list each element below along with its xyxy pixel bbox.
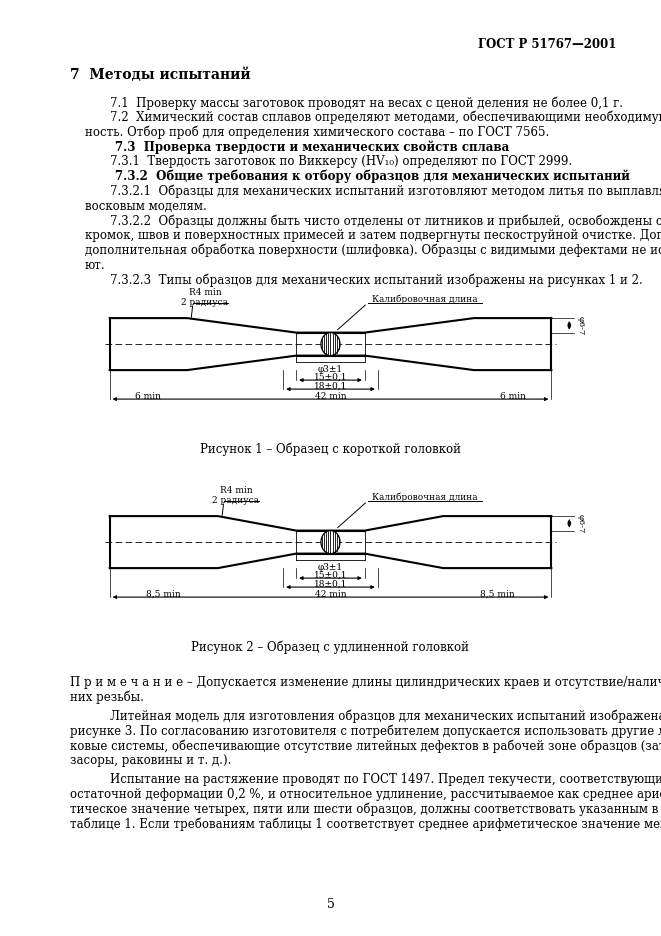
Text: 18±0,1: 18±0,1	[314, 580, 347, 589]
Text: φ6-7: φ6-7	[576, 315, 584, 335]
Text: R4 min
2 радиуса: R4 min 2 радиуса	[212, 486, 259, 505]
Text: 7.3.2.3  Типы образцов для механических испытаний изображены на рисунках 1 и 2.: 7.3.2.3 Типы образцов для механических и…	[110, 273, 642, 287]
Text: ют.: ют.	[85, 258, 106, 271]
Text: 42 min: 42 min	[315, 590, 346, 599]
Text: 8,5 min: 8,5 min	[480, 590, 514, 599]
Text: 7.3.2  Общие требования к отбору образцов для механических испытаний: 7.3.2 Общие требования к отбору образцов…	[115, 170, 630, 183]
Text: восковым моделям.: восковым моделям.	[85, 199, 207, 212]
Ellipse shape	[321, 531, 340, 553]
Text: 7.1  Проверку массы заготовок проводят на весах с ценой деления не более 0,1 г.: 7.1 Проверку массы заготовок проводят на…	[110, 96, 623, 110]
Text: Калибровочная длина: Калибровочная длина	[373, 294, 478, 303]
Ellipse shape	[321, 332, 340, 356]
Text: 18±0,1: 18±0,1	[314, 382, 347, 391]
Text: 7.3  Проверка твердости и механических свойств сплава: 7.3 Проверка твердости и механических св…	[115, 140, 509, 154]
Text: 15±0,1: 15±0,1	[314, 373, 347, 382]
Text: 7.3.1  Твердость заготовок по Виккерсу (HV₁₀) определяют по ГОСТ 2999.: 7.3.1 Твердость заготовок по Виккерсу (H…	[110, 155, 572, 168]
Text: Калибровочная длина: Калибровочная длина	[373, 492, 478, 502]
Text: 7.3.2.1  Образцы для механических испытаний изготовляют методом литья по выплавл: 7.3.2.1 Образцы для механических испытан…	[110, 184, 661, 198]
Text: Литейная модель для изготовления образцов для механических испытаний изображена : Литейная модель для изготовления образцо…	[110, 709, 661, 724]
Text: Рисунок 1 – Образец с короткой головкой: Рисунок 1 – Образец с короткой головкой	[200, 442, 461, 456]
Text: ГОСТ Р 51767—2001: ГОСТ Р 51767—2001	[478, 38, 616, 51]
Text: ность. Отбор проб для определения химического состава – по ГОСТ 7565.: ность. Отбор проб для определения химиче…	[85, 125, 549, 139]
Text: 6 min: 6 min	[500, 392, 525, 402]
Text: засоры, раковины и т. д.).: засоры, раковины и т. д.).	[70, 754, 231, 767]
Text: Испытание на растяжение проводят по ГОСТ 1497. Предел текучести, соответствующий: Испытание на растяжение проводят по ГОСТ…	[110, 773, 661, 786]
Text: φ6-7: φ6-7	[576, 514, 584, 533]
Text: 42 min: 42 min	[315, 392, 346, 402]
Text: них резьбы.: них резьбы.	[70, 691, 144, 704]
Text: 7  Методы испытаний: 7 Методы испытаний	[70, 68, 251, 82]
Polygon shape	[110, 516, 551, 568]
Text: тическое значение четырех, пяти или шести образцов, должны соответствовать указа: тическое значение четырех, пяти или шест…	[70, 802, 658, 816]
Text: φ3±1: φ3±1	[318, 563, 343, 572]
Text: R4 min
2 радиуса: R4 min 2 радиуса	[182, 287, 229, 307]
Text: 5: 5	[327, 898, 334, 911]
Text: 8,5 min: 8,5 min	[147, 590, 181, 599]
Text: дополнительная обработка поверхности (шлифовка). Образцы с видимыми дефектами не: дополнительная обработка поверхности (шл…	[85, 244, 661, 257]
Text: таблице 1. Если требованиям таблицы 1 соответствует среднее арифметическое значе: таблице 1. Если требованиям таблицы 1 со…	[70, 817, 661, 831]
Text: ковые системы, обеспечивающие отсутствие литейных дефектов в рабочей зоне образц: ковые системы, обеспечивающие отсутствие…	[70, 739, 661, 753]
Text: 7.2  Химический состав сплавов определяют методами, обеспечивающими необходимую : 7.2 Химический состав сплавов определяют…	[110, 110, 661, 124]
Polygon shape	[110, 318, 551, 370]
Text: рисунке 3. По согласованию изготовителя с потребителем допускается использовать : рисунке 3. По согласованию изготовителя …	[70, 724, 661, 738]
Text: Рисунок 2 – Образец с удлиненной головкой: Рисунок 2 – Образец с удлиненной головко…	[192, 640, 469, 653]
Text: остаточной деформации 0,2 %, и относительное удлинение, рассчитываемое как средн: остаточной деформации 0,2 %, и относител…	[70, 787, 661, 800]
Text: φ3±1: φ3±1	[318, 365, 343, 373]
Text: 7.3.2.2  Образцы должны быть чисто отделены от литников и прибылей, освобождены : 7.3.2.2 Образцы должны быть чисто отделе…	[110, 214, 661, 227]
Text: 6 min: 6 min	[136, 392, 161, 402]
Text: 15±0,1: 15±0,1	[314, 571, 347, 580]
Text: кромок, швов и поверхностных примесей и затем подвергнуты пескоструйной очистке.: кромок, швов и поверхностных примесей и …	[85, 229, 661, 242]
Text: П р и м е ч а н и е – Допускается изменение длины цилиндрических краев и отсутст: П р и м е ч а н и е – Допускается измене…	[70, 676, 661, 689]
